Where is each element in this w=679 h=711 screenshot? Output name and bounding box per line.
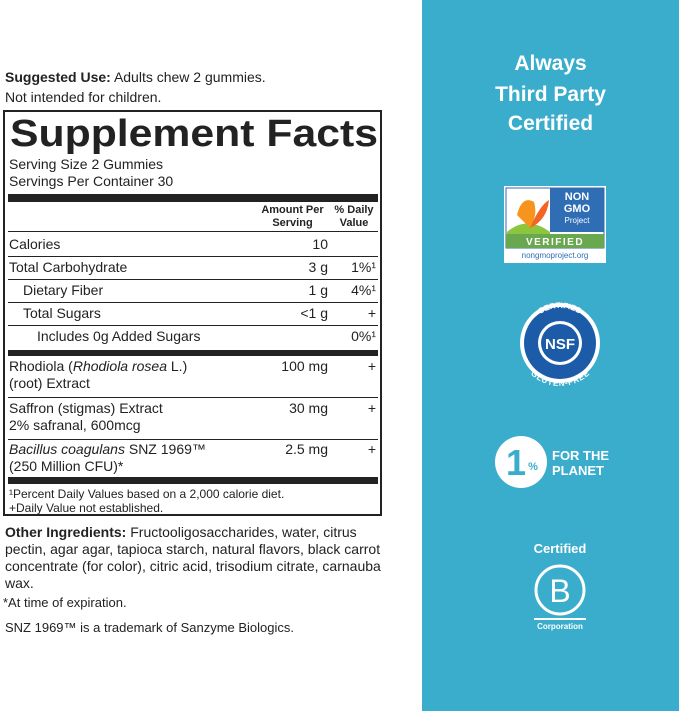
heading-line: Always <box>514 52 587 75</box>
servings-per-container: Servings Per Container 30 <box>9 173 174 189</box>
one-number: 1 <box>506 442 526 483</box>
ingredient-dv: + <box>367 358 376 374</box>
nutrient-name: Includes 0g Added Sugars <box>37 328 201 344</box>
serving-size: Serving Size 2 Gummies <box>9 156 164 172</box>
dv-header: % Daily Value <box>334 204 374 229</box>
ingredient-name: Rhodiola (Rhodiola rosea L.) <box>9 358 187 375</box>
footnote: +Daily Value not established. <box>9 501 164 515</box>
heading-line: Certified <box>507 112 594 135</box>
note: *At time of expiration. <box>3 595 127 610</box>
suggested-use: Suggested Use: Adults chew 2 gummies. <box>5 69 266 86</box>
non-gmo-text: NON <box>565 191 590 203</box>
heading-line: Third Party <box>495 83 606 106</box>
b-corp-letter: B <box>549 573 570 609</box>
nutrient-dv: 4%¹ <box>351 282 376 298</box>
ingredient-name: Saffron (stigmas) Extract <box>9 400 163 417</box>
ingredient-name: Bacillus coagulans SNZ 1969™ <box>9 441 206 458</box>
ingredient-amount: 2.5 mg <box>285 441 328 457</box>
nutrient-dv: 1%¹ <box>351 259 376 275</box>
title-text: Supplement Facts <box>10 113 378 154</box>
suggested-use-label: Suggested Use: <box>5 69 111 85</box>
b-corp-logo: Certified B Corporation <box>534 541 587 631</box>
non-gmo-text: Project <box>565 216 591 225</box>
logos: NON GMO Project VERIFIED nongmoproject.o… <box>495 186 609 631</box>
name-part: Bacillus coagulans <box>9 441 125 457</box>
rule <box>8 302 378 303</box>
rule <box>8 256 378 257</box>
suggested-use-text: Adults chew 2 gummies. <box>113 69 266 85</box>
one-percent-text: PLANET <box>552 463 604 478</box>
nutrient-name: Calories <box>9 236 61 252</box>
non-gmo-text: GMO <box>564 203 591 215</box>
nutrient-name: Dietary Fiber <box>23 282 104 298</box>
nutrient-amount: <1 g <box>300 305 328 321</box>
suggested-use-note: Not intended for children. <box>5 89 162 105</box>
other-ingredients: Other Ingredients: Fructooligosaccharide… <box>5 524 397 592</box>
other-ingredients-label: Other Ingredients: <box>5 524 127 540</box>
one-percent: % <box>528 461 538 473</box>
one-percent-logo: 1 % FOR THE PLANET <box>495 436 609 488</box>
thick-rule <box>8 477 378 484</box>
amount-header: Amount Per Serving <box>261 204 324 229</box>
nutrient-name: Total Carbohydrate <box>9 259 128 275</box>
nsf-logo: CERTIFIED GLUTEN-FREE NSF <box>520 301 600 388</box>
nutrient-dv: 0%¹ <box>351 328 376 344</box>
thick-rule <box>8 350 378 356</box>
one-percent-text: FOR THE <box>552 448 609 463</box>
nutrient-amount: 3 g <box>308 259 328 275</box>
nutrient-dv: + <box>367 305 376 321</box>
nutrient-amount: 1 g <box>308 282 328 298</box>
footnote: ¹Percent Daily Values based on a 2,000 c… <box>9 487 285 501</box>
non-gmo-url: nongmoproject.org <box>522 251 589 260</box>
ingredient-dv: + <box>367 400 376 416</box>
note: SNZ 1969™ is a trademark of Sanzyme Biol… <box>5 620 295 635</box>
ingredient-amount: 100 mg <box>281 358 328 374</box>
ingredient-amount: 30 mg <box>289 400 328 416</box>
rule <box>8 231 378 232</box>
b-corp-bottom: Corporation <box>537 622 583 631</box>
ingredient-detail: (root) Extract <box>9 375 90 391</box>
ingredient-detail: 2% safranal, 600mcg <box>9 417 141 433</box>
nutrient-name: Total Sugars <box>23 305 101 321</box>
verified-text: VERIFIED <box>526 237 584 248</box>
rule <box>8 325 378 326</box>
name-part: SNZ 1969™ <box>124 441 206 457</box>
nsf-center: NSF <box>545 336 575 353</box>
certification-panel: Always Third Party Certified NON GMO Pro… <box>422 0 679 711</box>
rule <box>8 279 378 280</box>
thick-rule <box>8 194 378 202</box>
name-part: L.) <box>167 358 188 374</box>
non-gmo-logo: NON GMO Project VERIFIED nongmoproject.o… <box>504 186 606 263</box>
facts-box <box>3 110 382 516</box>
rule <box>8 439 378 440</box>
ingredient-detail: (250 Million CFU)* <box>9 458 124 474</box>
name-part: Rhodiola rosea <box>72 358 167 374</box>
other-ingredients-text: Fructooligosaccharides, water, citrus pe… <box>5 524 381 591</box>
name-part: Saffron (stigmas) Extract <box>9 400 163 416</box>
nutrient-amount: 10 <box>312 236 328 252</box>
ingredient-dv: + <box>367 441 376 457</box>
b-corp-top: Certified <box>534 541 587 556</box>
rule <box>8 397 378 398</box>
name-part: Rhodiola ( <box>9 358 73 374</box>
facts-title: Supplement Facts <box>10 113 378 154</box>
